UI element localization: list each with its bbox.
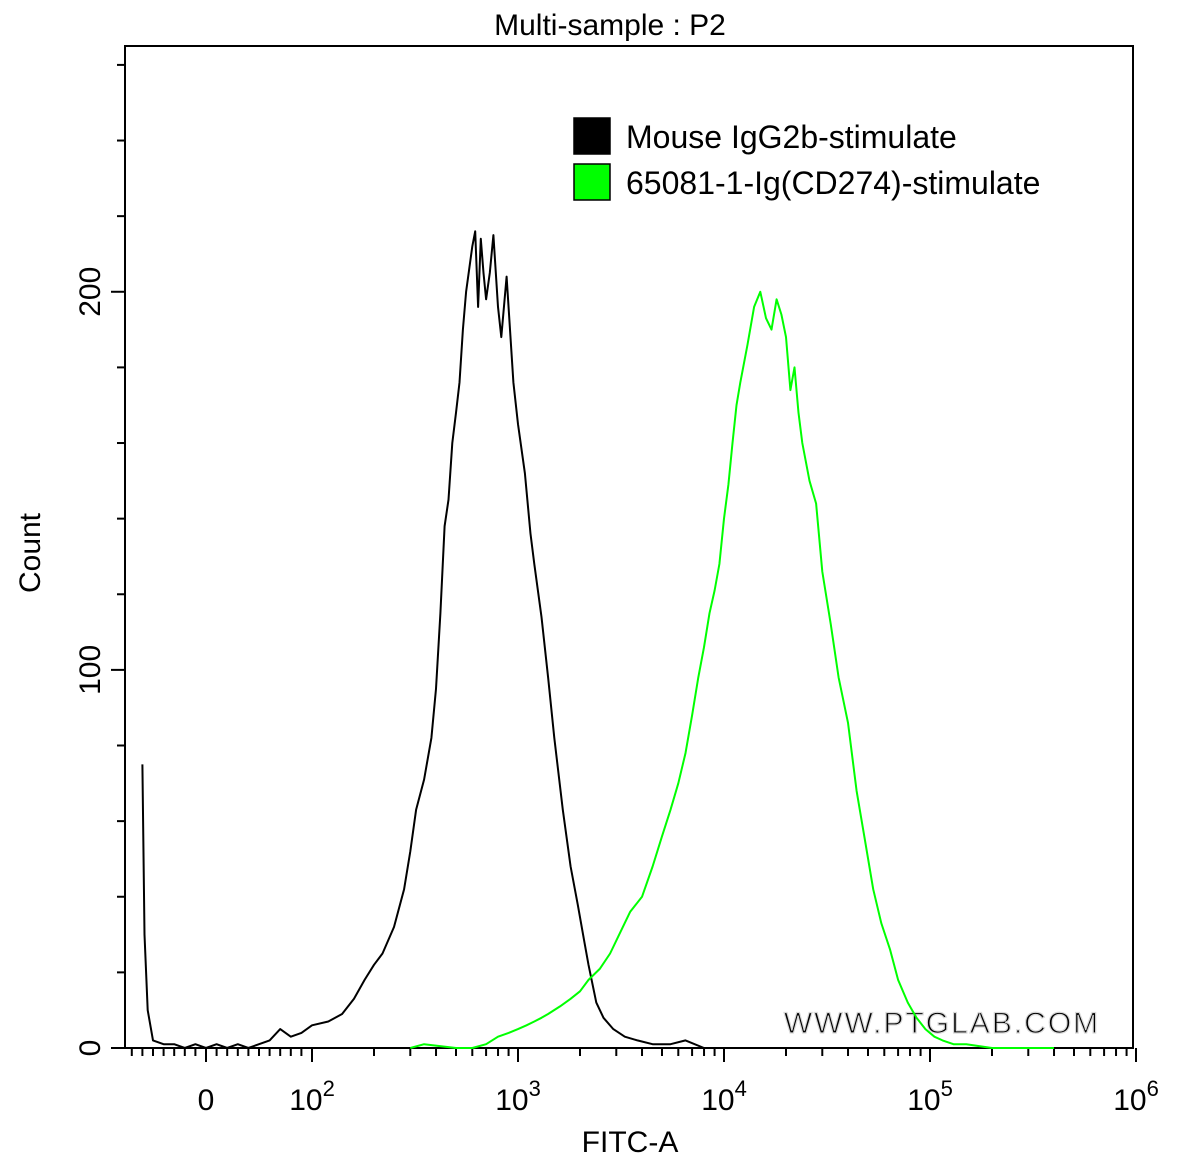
x-axis-label: FITC-A bbox=[582, 1126, 679, 1159]
x-tick-base: 10 bbox=[1113, 1084, 1146, 1117]
legend-swatch bbox=[573, 117, 611, 155]
x-tick-exponent: 6 bbox=[1147, 1076, 1159, 1101]
x-tick-exponent: 4 bbox=[735, 1076, 747, 1101]
y-tick-label: 200 bbox=[74, 267, 107, 317]
legend-label: 65081-1-Ig(CD274)-stimulate bbox=[626, 165, 1040, 201]
x-tick-label: 105 bbox=[907, 1076, 953, 1117]
x-tick-label: 0 bbox=[198, 1084, 215, 1117]
y-axis-label: Count bbox=[14, 512, 47, 593]
x-tick-base: 0 bbox=[198, 1084, 215, 1117]
y-tick-label: 100 bbox=[74, 645, 107, 695]
x-tick-base: 10 bbox=[701, 1084, 734, 1117]
y-tick-label: 0 bbox=[74, 1040, 107, 1057]
x-tick-label: 106 bbox=[1113, 1076, 1159, 1117]
plot-frame bbox=[124, 45, 1134, 1049]
x-tick-base: 10 bbox=[495, 1084, 528, 1117]
x-tick-label: 104 bbox=[701, 1076, 747, 1117]
y-axis: 0 100 200 bbox=[74, 63, 125, 1057]
series-layer bbox=[141, 230, 1054, 1049]
x-tick-exponent: 5 bbox=[941, 1076, 953, 1101]
watermark: WWW.PTGLAB.COM bbox=[784, 1007, 1100, 1040]
x-axis: 0 102 103 104 105 106 bbox=[130, 1048, 1159, 1117]
legend-swatch bbox=[573, 163, 611, 201]
x-tick-exponent: 2 bbox=[323, 1076, 335, 1101]
x-tick-label: 103 bbox=[495, 1076, 541, 1117]
chart-title: Multi-sample : P2 bbox=[494, 9, 726, 42]
x-tick-label: 102 bbox=[289, 1076, 335, 1117]
legend-label: Mouse IgG2b-stimulate bbox=[626, 119, 957, 155]
x-tick-base: 10 bbox=[289, 1084, 322, 1117]
legend: Mouse IgG2b-stimulate 65081-1-Ig(CD274)-s… bbox=[573, 117, 1040, 201]
x-tick-exponent: 3 bbox=[529, 1076, 541, 1101]
series-line-1 bbox=[141, 230, 786, 1049]
series-line-2 bbox=[410, 290, 1054, 1049]
x-tick-base: 10 bbox=[907, 1084, 940, 1117]
